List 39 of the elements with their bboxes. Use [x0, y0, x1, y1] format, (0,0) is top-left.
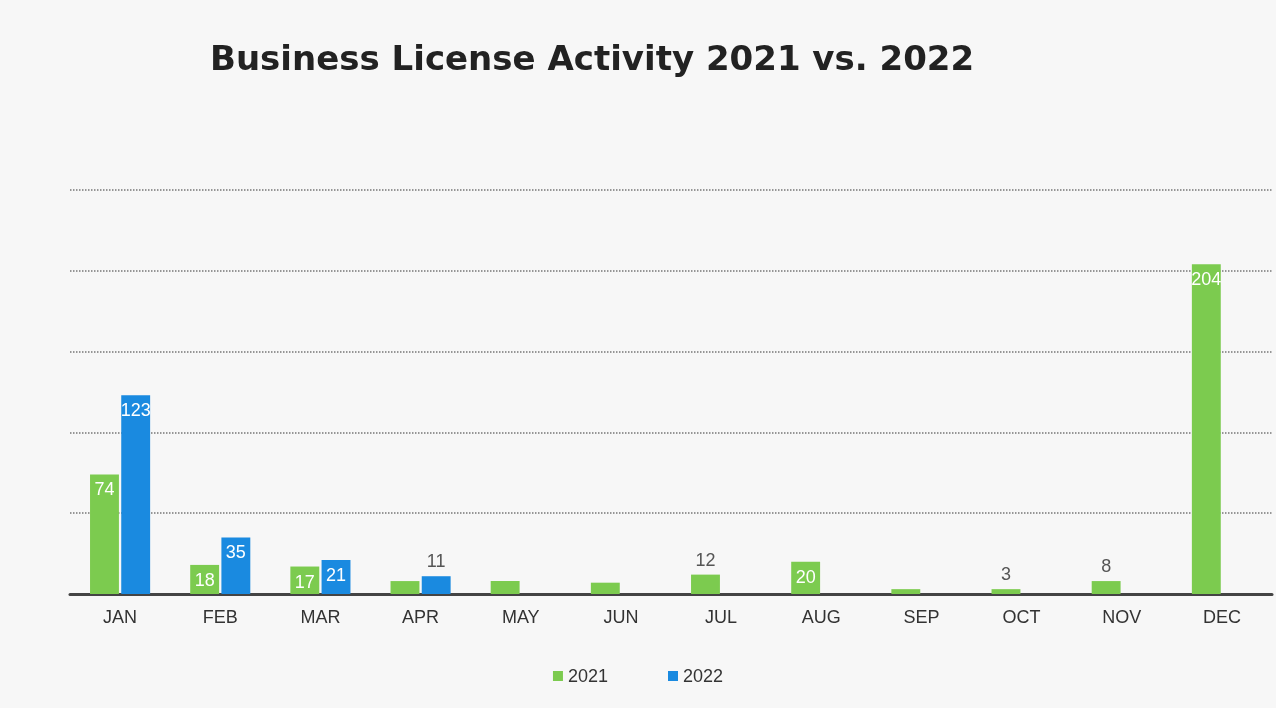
bar: [1191, 264, 1221, 594]
bar: [590, 582, 620, 594]
bar: [691, 574, 720, 594]
x-tick-label: JAN: [103, 607, 138, 627]
bar: [991, 589, 1021, 594]
bar: [90, 474, 119, 594]
x-tick-label: OCT: [1002, 607, 1041, 627]
data-label: 3: [1000, 564, 1011, 585]
x-tick-label: JUN: [603, 607, 639, 627]
x-tick-label: DEC: [1202, 607, 1241, 627]
bar: [891, 589, 921, 594]
x-tick-label: FEB: [202, 607, 238, 627]
x-tick-label: MAY: [501, 607, 540, 627]
legend-label: 2021: [567, 666, 608, 686]
legend-label: 2022: [683, 666, 724, 686]
bar: [221, 537, 251, 594]
x-tick-label: SEP: [903, 607, 940, 627]
x-tick-label: NOV: [1102, 607, 1142, 627]
data-label: 204: [1191, 269, 1222, 290]
data-label: 8: [1101, 556, 1112, 577]
data-label: 11: [426, 551, 446, 572]
data-label: 17: [294, 571, 315, 592]
data-label: 18: [194, 569, 215, 590]
bar: [490, 581, 520, 594]
x-tick-label: AUG: [801, 607, 841, 627]
data-label: 20: [795, 566, 816, 587]
data-label: 74: [94, 479, 115, 500]
bar: [121, 395, 151, 594]
data-label: 123: [120, 400, 151, 421]
data-label: 35: [225, 542, 246, 563]
data-label: 21: [326, 565, 347, 586]
bar: [1091, 581, 1121, 594]
bar: [390, 581, 420, 594]
x-tick-label: JUL: [705, 607, 738, 627]
bar: [421, 576, 451, 594]
chart-title: Business License Activity 2021 vs. 2022: [210, 38, 975, 78]
data-label: 12: [695, 549, 716, 570]
x-tick-label: APR: [402, 607, 440, 627]
x-tick-label: MAR: [300, 607, 341, 627]
